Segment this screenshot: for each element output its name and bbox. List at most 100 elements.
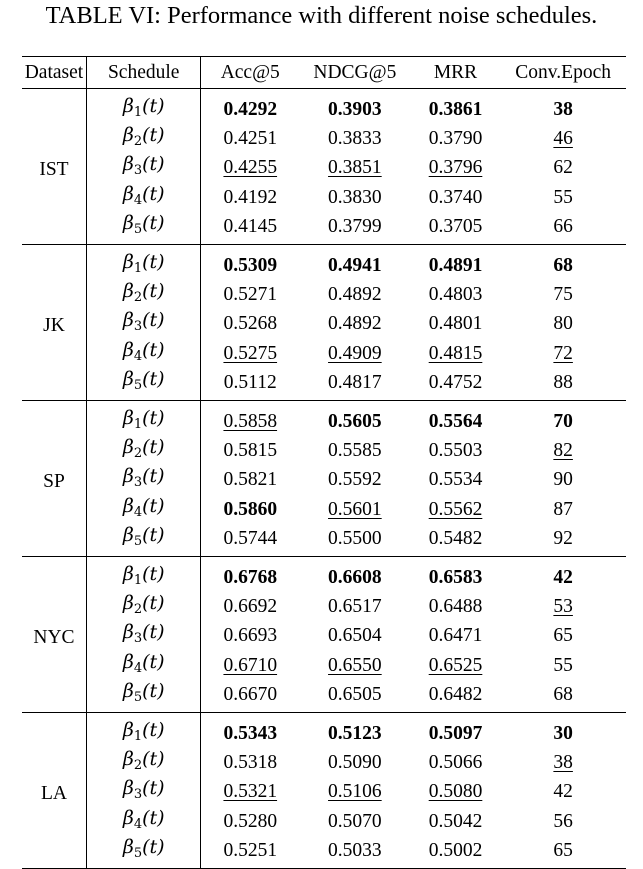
metric-value: 72 [553,342,573,364]
schedule-formula: β4(t) [122,494,165,520]
schedule-cell: β2(t) [86,280,202,310]
metric-value: 0.6583 [428,567,483,589]
ndcg5-cell: 0.6608 [299,557,411,593]
metric-value: 0.5070 [328,810,382,832]
metric-value: 0.5744 [223,527,278,549]
metric-value: 0.5585 [328,440,382,462]
metric-value: 0.5106 [328,781,382,803]
metric-value: 0.5033 [328,839,382,861]
metric-value: 0.5271 [223,284,278,306]
schedule-cell: β3(t) [86,465,202,495]
schedule-index: 2 [133,602,143,618]
metric-value: 0.6670 [223,683,278,705]
metric-value: 88 [553,371,573,393]
ndcg5-cell: 0.4892 [299,309,411,338]
metric-value: 0.3799 [328,215,382,237]
schedule-cell: β1(t) [86,556,202,593]
ndcg5-cell: 0.5033 [299,836,411,869]
metric-value: 0.4255 [223,157,278,179]
table-row: IST β1(t) 0.4292 0.3903 0.3861 38 [22,88,626,245]
schedule-cell: β3(t) [86,621,202,651]
acc5-cell: 0.4145 [201,212,299,245]
schedule-index: 4 [133,192,143,208]
conv-epoch-cell: 65 [500,836,626,869]
metric-value: 87 [553,498,573,520]
schedule-index: 4 [133,348,143,364]
schedule-index: 2 [133,290,143,306]
metric-value: 70 [553,411,573,433]
acc5-cell: 0.6768 [201,557,299,593]
table-row: β5(t) 0.6670 0.6505 0.6482 68 [22,679,626,713]
acc5-cell: 0.4255 [201,153,299,182]
schedule-formula: β4(t) [122,650,165,676]
acc5-cell: 0.5343 [201,713,299,749]
schedule-index: 5 [133,221,143,237]
conv-epoch-cell: 55 [500,651,626,680]
schedule-index: 4 [133,504,143,520]
ndcg5-cell: 0.5106 [299,777,411,806]
table-row: NYC β1(t) 0.6768 0.6608 0.6583 42 [22,556,626,713]
metric-value: 38 [553,752,573,774]
metric-value: 68 [553,683,573,705]
ndcg5-cell: 0.5500 [299,524,411,557]
acc5-cell: 0.5268 [201,309,299,338]
metric-value: 0.5318 [223,752,278,774]
conv-epoch-cell: 80 [500,309,626,338]
schedule-formula: β5(t) [122,367,165,393]
conv-epoch-cell: 72 [500,339,626,368]
schedule-formula: β2(t) [122,124,165,150]
schedule-formula: β1(t) [122,563,165,589]
schedule-formula: β5(t) [122,679,165,705]
table-row: β3(t) 0.4255 0.3851 0.3796 62 [22,153,626,183]
metric-value: 46 [553,128,573,150]
header-mrr: MRR [433,62,478,83]
schedule-formula: β1(t) [122,407,165,433]
metric-value: 0.4815 [428,342,483,364]
table-row: β5(t) 0.5744 0.5500 0.5482 92 [22,523,626,557]
metric-value: 0.3790 [428,128,483,150]
ndcg5-cell: 0.5070 [299,807,411,836]
mrr-cell: 0.4803 [411,280,501,309]
schedule-index: 3 [133,163,143,179]
schedule-index: 5 [133,689,143,705]
metric-value: 0.3705 [428,215,483,237]
mrr-cell: 0.3790 [411,124,501,153]
metric-value: 82 [553,440,573,462]
conv-epoch-cell: 90 [500,465,626,494]
metric-value: 0.3740 [428,186,483,208]
acc5-cell: 0.5821 [201,465,299,494]
conv-epoch-cell: 30 [500,713,626,749]
metric-value: 0.4941 [328,255,382,277]
metric-value: 0.6488 [428,596,483,618]
metric-value: 0.4803 [428,284,483,306]
metric-value: 80 [553,313,573,335]
conv-epoch-cell: 46 [500,124,626,153]
table-row: β2(t) 0.5271 0.4892 0.4803 75 [22,280,626,310]
schedule-index: 2 [133,446,143,462]
ndcg5-cell: 0.3830 [299,183,411,212]
acc5-cell: 0.6692 [201,592,299,621]
schedule-index: 5 [133,533,143,549]
metric-value: 0.4892 [328,284,382,306]
metric-value: 0.6471 [428,625,483,647]
metric-value: 53 [553,596,573,618]
mrr-cell: 0.5066 [411,748,501,777]
schedule-cell: β5(t) [86,367,202,401]
schedule-cell: β2(t) [86,124,202,154]
ndcg5-cell: 0.4909 [299,339,411,368]
metric-value: 0.6608 [328,567,382,589]
header-dataset: Dataset [22,56,87,89]
conv-epoch-cell: 42 [500,557,626,593]
metric-value: 56 [553,810,573,832]
table-row: β2(t) 0.5815 0.5585 0.5503 82 [22,436,626,466]
metric-value: 0.5080 [428,781,483,803]
conv-epoch-cell: 88 [500,368,626,401]
acc5-cell: 0.5858 [201,401,299,437]
schedule-cell: β5(t) [86,211,202,245]
metric-value: 0.5112 [223,371,277,393]
mrr-cell: 0.5002 [411,836,501,869]
table-row: β5(t) 0.4145 0.3799 0.3705 66 [22,211,626,245]
ndcg5-cell: 0.5123 [299,713,411,749]
ndcg5-cell: 0.3851 [299,153,411,182]
acc5-cell: 0.5860 [201,495,299,524]
